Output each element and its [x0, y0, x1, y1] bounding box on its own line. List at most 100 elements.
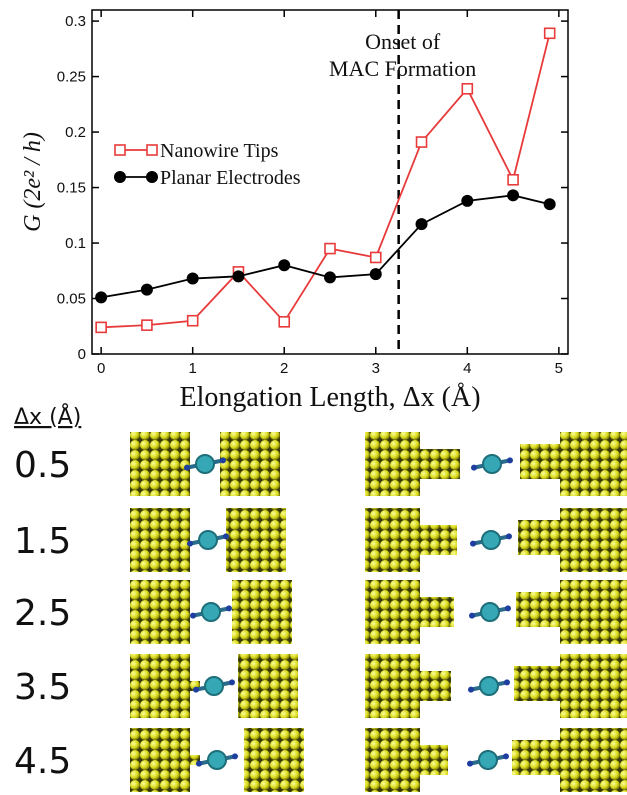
x-tick-label: 0: [97, 360, 105, 377]
row-label: 3.5: [14, 667, 71, 708]
molecule-atom: [503, 753, 509, 760]
legend-marker: [114, 171, 126, 183]
molecule-atom: [506, 533, 512, 540]
marker: [461, 82, 474, 95]
y-axis-label: G (2e² / h): [20, 132, 46, 232]
molecule-atom: [467, 760, 473, 767]
gold-block: [514, 666, 560, 701]
marker: [278, 259, 291, 272]
marker: [507, 189, 520, 202]
marker: [543, 198, 556, 211]
gold-block: [420, 671, 451, 701]
row-label: 1.5: [14, 521, 71, 562]
marker: [415, 218, 428, 231]
x-tick-label: 5: [555, 360, 563, 377]
onset-label: Onset of: [365, 29, 441, 54]
molecule-atom: [229, 679, 235, 686]
marker: [140, 283, 153, 296]
marker: [232, 270, 245, 283]
y-tick-label: 0.15: [57, 180, 86, 197]
row-label: 4.5: [14, 741, 71, 782]
molecule-atom: [193, 686, 199, 693]
plot-frame: [91, 9, 569, 355]
gold-block: [365, 728, 420, 792]
marker: [461, 194, 474, 207]
molecule-atom: [471, 464, 477, 471]
x-axis-label: Elongation Length, Δx (Å): [179, 382, 480, 413]
legend-marker: [114, 144, 126, 156]
y-tick-label: 0.3: [65, 13, 86, 30]
gold-block: [232, 580, 292, 644]
gold-block: [238, 654, 298, 718]
molecule-atom: [184, 464, 190, 471]
molecule-ring: [207, 750, 227, 770]
x-tick-label: 3: [372, 360, 380, 377]
legend-marker: [146, 144, 158, 156]
molecule-atom: [196, 760, 202, 767]
gold-block: [130, 654, 190, 718]
marker: [415, 136, 428, 148]
gold-block: [220, 432, 280, 496]
marker: [95, 321, 107, 334]
marker: [186, 272, 199, 285]
marker: [141, 319, 153, 331]
x-tick-label: 1: [189, 360, 197, 377]
gold-block: [365, 580, 420, 644]
gold-block: [365, 654, 420, 718]
legend-marker: [146, 171, 158, 183]
gold-block: [560, 728, 627, 792]
gold-block: [365, 508, 420, 572]
gold-block: [420, 449, 460, 479]
molecule-atom: [223, 533, 229, 540]
y-tick-label: 0.05: [57, 291, 86, 308]
legend-label: Planar Electrodes: [160, 167, 301, 189]
gold-block: [130, 728, 190, 792]
molecule-atom: [187, 540, 193, 547]
y-tick-label: 0.25: [57, 69, 86, 86]
gold-block: [520, 444, 560, 479]
molecule-ring: [479, 676, 499, 696]
molecule-ring: [481, 530, 501, 550]
molecule-ring: [480, 602, 500, 622]
molecule-atom: [220, 457, 226, 464]
gold-block: [560, 654, 627, 718]
gold-block: [560, 432, 627, 496]
marker: [186, 314, 199, 327]
row-label: 0.5: [14, 445, 71, 486]
marker: [369, 268, 382, 281]
gold-block: [420, 525, 457, 555]
molecule-atom: [470, 540, 476, 547]
molecule-ring: [482, 454, 502, 474]
y-tick-label: 0: [78, 346, 86, 363]
y-tick-label: 0.2: [65, 124, 86, 141]
legend-label: Nanowire Tips: [160, 140, 279, 162]
gold-block: [420, 745, 448, 775]
molecule-atom: [468, 686, 474, 693]
molecule-atom: [505, 605, 511, 612]
panel-header: Δx (Å): [14, 403, 81, 430]
molecule-atom: [469, 612, 475, 619]
marker: [95, 291, 108, 304]
marker: [324, 242, 336, 255]
x-tick-label: 4: [463, 360, 471, 377]
molecule-atom: [507, 457, 513, 464]
molecule-ring: [198, 530, 218, 550]
x-tick-label: 2: [280, 360, 288, 377]
molecule-ring: [195, 454, 215, 474]
gold-block: [365, 432, 420, 496]
molecule-ring: [204, 676, 224, 696]
gold-block: [226, 508, 286, 572]
gold-block: [560, 580, 627, 644]
marker: [543, 27, 556, 40]
molecule-atom: [504, 679, 510, 686]
gold-block: [130, 580, 190, 644]
onset-label: MAC Formation: [329, 56, 476, 81]
molecule-atom: [226, 605, 232, 612]
gold-block: [420, 597, 454, 627]
row-label: 2.5: [14, 593, 71, 634]
marker: [324, 271, 336, 284]
molecule-ring: [201, 602, 221, 622]
gold-block: [512, 740, 560, 775]
